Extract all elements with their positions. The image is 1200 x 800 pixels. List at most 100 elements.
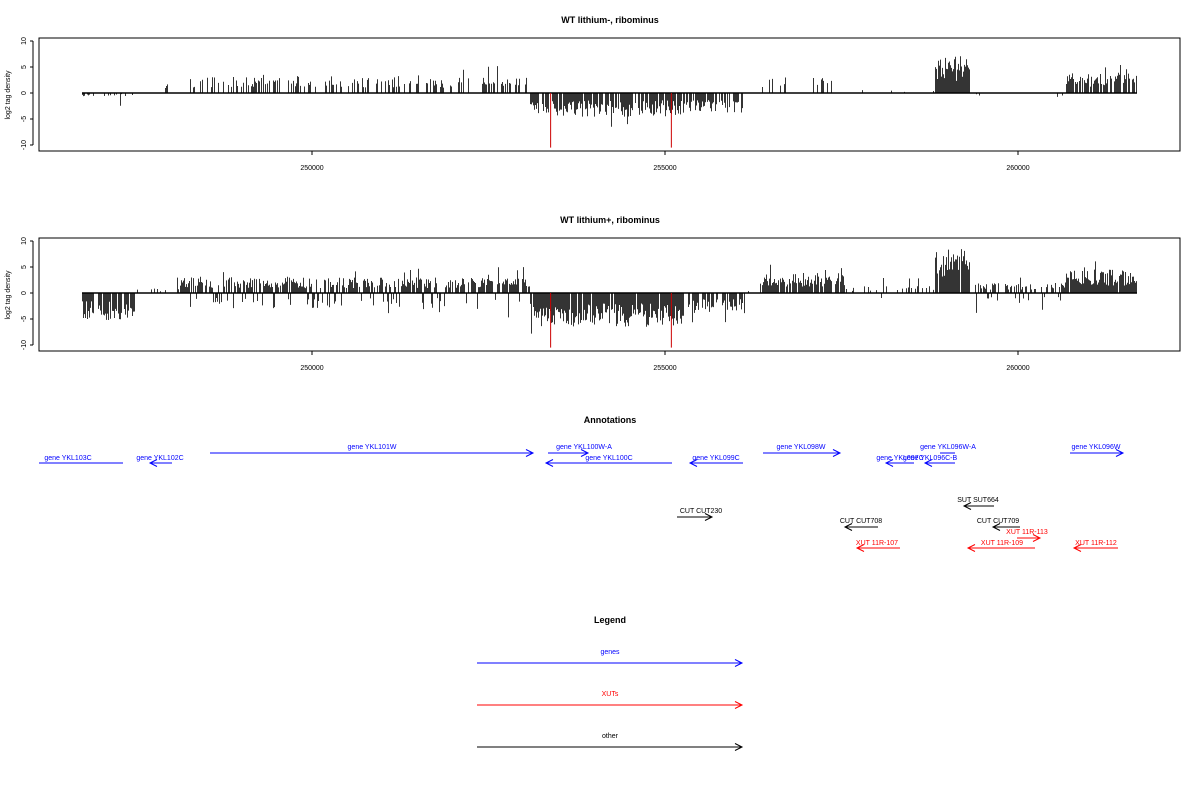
feature-label: XUT 11R-112 <box>1075 540 1117 547</box>
panel-1-frame <box>38 37 1181 152</box>
annotation-feature: gene YKL096W <box>1070 444 1125 457</box>
legend-label: genes <box>600 649 620 656</box>
annotation-feature: XUT 11R-113 <box>1006 529 1048 542</box>
annotation-feature: gene YKL097C <box>876 455 924 467</box>
feature-label: XUT 11R-107 <box>856 540 898 547</box>
legend-item: other <box>477 733 744 751</box>
feature-label: gene YKL101W <box>348 444 397 451</box>
arrow-head-icon <box>580 449 590 457</box>
feature-label: gene YKL100C <box>585 455 632 462</box>
x-tick-label: 255000 <box>653 365 676 372</box>
feature-label: gene YKL099C <box>692 455 739 462</box>
arrow-head-icon <box>734 743 744 751</box>
legend-item: XUTs <box>477 691 744 709</box>
panel-2-frame <box>38 237 1181 352</box>
arrow-head-icon <box>734 701 744 709</box>
legend-label: XUTs <box>602 691 619 698</box>
panel-lithium-plus: WT lithium+, ribominus log2 tag density … <box>5 215 1181 372</box>
feature-label: gene YKL097C <box>876 455 923 462</box>
panel-2-ylabel: log2 tag density <box>5 270 12 320</box>
x-tick-label: 260000 <box>1006 365 1029 372</box>
arrow-head-icon <box>734 659 744 667</box>
arrow-head-icon <box>525 449 535 457</box>
annotation-feature: CUT CUT230 <box>677 508 722 521</box>
panel-2-y-axis: -10 -5 0 5 10 <box>21 237 34 350</box>
annotation-feature: SUT SUT664 <box>957 497 999 510</box>
legend-title: Legend <box>594 615 626 625</box>
y-tick-label: 10 <box>21 37 28 45</box>
annotations-track: Annotations gene YKL103C gene YKL102Cgene… <box>39 415 1125 552</box>
panel-1-x-axis: 250000 255000 260000 <box>300 151 1030 172</box>
panel-1-y-axis: -10 -5 0 5 10 <box>21 37 34 150</box>
arrow-head-icon <box>966 544 976 552</box>
annotation-feature: gene YKL103C <box>39 455 123 464</box>
y-tick-label: -10 <box>21 340 28 350</box>
arrow-head-icon <box>855 544 865 552</box>
arrow-head-icon <box>1072 544 1082 552</box>
arrow-head-icon <box>1115 449 1125 457</box>
feature-label: CUT CUT709 <box>977 518 1019 525</box>
annotation-feature: XUT 11R-112 <box>1072 540 1118 552</box>
annotation-feature: gene YKL099C <box>688 455 743 467</box>
annotation-feature: CUT CUT709 <box>977 518 1020 531</box>
annotation-feature: gene YKL098W <box>763 444 842 457</box>
arrow-head-icon <box>544 459 554 467</box>
arrow-head-icon <box>704 513 714 521</box>
arrow-head-icon <box>923 459 933 467</box>
annotation-feature: gene YKL100W-A <box>548 444 612 457</box>
feature-label: gene YKL096W-A <box>920 444 976 451</box>
feature-label: XUT 11R-109 <box>981 540 1023 547</box>
arrow-head-icon <box>884 459 894 467</box>
annotation-feature: XUT 11R-107 <box>855 540 900 552</box>
annotation-feature: gene YKL101W <box>210 444 535 457</box>
x-tick-label: 250000 <box>300 165 323 172</box>
y-tick-label: 0 <box>21 291 28 295</box>
panel-1-title: WT lithium-, ribominus <box>561 15 659 25</box>
annotation-feature: gene YKL096C-B <box>903 455 958 467</box>
arrow-head-icon <box>148 459 158 467</box>
feature-label: gene YKL103C <box>44 455 91 462</box>
arrow-head-icon <box>843 523 853 531</box>
y-tick-label: -5 <box>21 116 28 122</box>
y-tick-label: 5 <box>21 265 28 269</box>
arrow-head-icon <box>832 449 842 457</box>
panel-1-markers <box>550 93 672 148</box>
feature-label: SUT SUT664 <box>957 497 999 504</box>
x-tick-label: 250000 <box>300 365 323 372</box>
panel-lithium-minus: WT lithium-, ribominus log2 tag density … <box>5 15 1181 172</box>
y-tick-label: -10 <box>21 140 28 150</box>
arrow-head-icon <box>991 523 1001 531</box>
y-tick-label: -5 <box>21 316 28 322</box>
legend: Legend genes XUTs other <box>477 615 744 751</box>
feature-label: XUT 11R-113 <box>1006 529 1048 536</box>
feature-label: gene YKL102C <box>136 455 183 462</box>
x-tick-label: 255000 <box>653 165 676 172</box>
legend-label: other <box>602 733 619 740</box>
feature-label: gene YKL096W <box>1072 444 1121 451</box>
feature-label: gene YKL096C-B <box>903 455 958 462</box>
annotation-features: gene YKL103C gene YKL102C gene YKL101W gene… <box>39 444 1125 552</box>
x-tick-label: 260000 <box>1006 165 1029 172</box>
panel-2-x-axis: 250000 255000 260000 <box>300 351 1030 372</box>
annotations-title: Annotations <box>584 415 637 425</box>
panel-2-markers <box>550 293 672 348</box>
feature-label: gene YKL098W <box>777 444 826 451</box>
panel-2-title: WT lithium+, ribominus <box>560 215 660 225</box>
panel-2-bars <box>82 249 1137 334</box>
y-tick-label: 5 <box>21 65 28 69</box>
legend-item: genes <box>477 649 744 667</box>
legend-items: genes XUTs other <box>477 649 744 751</box>
y-tick-label: 10 <box>21 237 28 245</box>
arrow-head-icon <box>1032 534 1042 542</box>
annotation-feature: XUT 11R-109 <box>966 540 1035 552</box>
feature-label: gene YKL100W-A <box>556 444 612 451</box>
panel-1-bars <box>82 56 1137 127</box>
annotation-feature: gene YKL102C <box>136 455 184 467</box>
panel-1-ylabel: log2 tag density <box>5 70 12 120</box>
annotation-feature: gene YKL100C <box>544 455 672 467</box>
annotation-feature: gene YKL096W-A <box>920 444 976 454</box>
annotation-feature: CUT CUT708 <box>840 518 882 531</box>
feature-label: CUT CUT708 <box>840 518 882 525</box>
arrow-head-icon <box>962 502 972 510</box>
